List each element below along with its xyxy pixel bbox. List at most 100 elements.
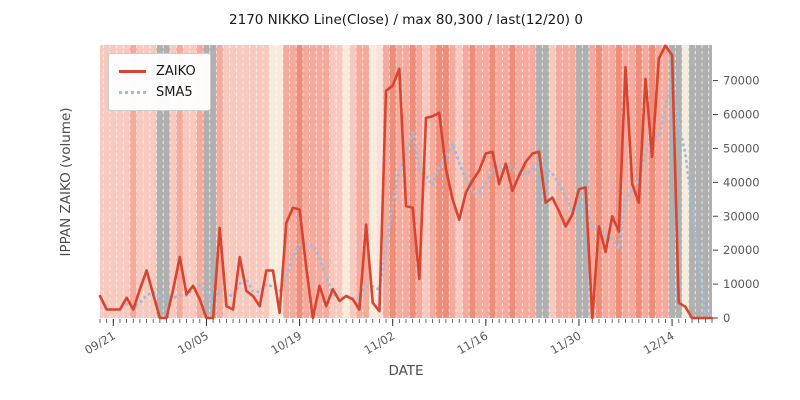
day-stripe xyxy=(176,45,184,318)
day-stripe xyxy=(688,45,696,318)
legend-entry-sma5: SMA5 xyxy=(119,82,196,103)
day-stripe xyxy=(369,45,377,318)
day-stripe xyxy=(116,45,124,318)
x-axis-label: DATE xyxy=(388,363,424,379)
sma5-line xyxy=(125,78,714,318)
day-stripe xyxy=(475,45,483,318)
day-stripe xyxy=(316,45,323,318)
day-stripe xyxy=(289,45,297,318)
day-stripe xyxy=(223,45,230,318)
legend-box: ZAIKO SMA5 xyxy=(108,53,211,111)
day-stripe xyxy=(396,45,403,318)
day-stripe xyxy=(515,45,523,318)
day-stripe xyxy=(595,45,603,318)
day-stripe xyxy=(455,45,463,318)
day-stripe xyxy=(282,45,290,318)
day-stripe xyxy=(429,45,436,318)
day-stripe xyxy=(682,45,689,318)
day-stripe xyxy=(149,45,157,318)
day-stripe xyxy=(522,45,530,318)
day-stripe xyxy=(329,45,337,318)
x-tick-label: 11/16 xyxy=(455,328,491,357)
day-stripe xyxy=(256,45,263,318)
day-stripe xyxy=(442,45,450,318)
day-stripe xyxy=(296,45,303,318)
day-stripe xyxy=(376,45,383,318)
day-stripe xyxy=(489,45,496,318)
day-stripe xyxy=(422,45,430,318)
day-stripe xyxy=(415,45,423,318)
zaiko-line-swatch xyxy=(119,70,146,73)
day-stripe xyxy=(555,45,563,318)
y-tick-label: 70000 xyxy=(723,74,760,88)
y-tick-label: 10000 xyxy=(723,277,760,291)
day-stripe xyxy=(276,45,283,318)
day-stripe xyxy=(216,45,224,318)
day-stripe xyxy=(156,45,164,318)
day-stripe xyxy=(103,45,110,318)
day-stripe xyxy=(209,45,217,318)
x-tick-label: 11/02 xyxy=(361,328,397,357)
day-stripe xyxy=(189,45,197,318)
day-stripe xyxy=(169,45,177,318)
day-stripe xyxy=(229,45,237,318)
day-stripe xyxy=(123,45,130,318)
day-stripe xyxy=(203,45,210,318)
day-stripe xyxy=(582,45,589,318)
day-stripe xyxy=(509,45,516,318)
x-tick-label: 09/21 xyxy=(82,328,118,357)
day-stripe xyxy=(322,45,330,318)
x-minor-ticks xyxy=(99,319,713,323)
x-tick-label: 12/14 xyxy=(641,328,677,357)
day-stripe xyxy=(502,45,510,318)
day-stripe xyxy=(435,45,443,318)
day-stripe xyxy=(642,45,649,318)
y-tick-label: 40000 xyxy=(723,175,760,189)
y-tick-label: 30000 xyxy=(723,209,760,223)
day-stripe xyxy=(336,45,343,318)
day-stripe xyxy=(668,45,676,318)
day-stripe xyxy=(356,45,363,318)
day-stripe xyxy=(462,45,470,318)
day-stripe xyxy=(562,45,569,318)
sma5-line-swatch xyxy=(119,91,146,94)
day-stripe xyxy=(648,45,656,318)
y-ticks: 0 10000 20000 30000 40000 50000 60000 70000 xyxy=(713,74,760,325)
day-stripe xyxy=(702,45,709,318)
day-stripe xyxy=(243,45,250,318)
y-tick-label: 60000 xyxy=(723,108,760,122)
day-stripe xyxy=(695,45,703,318)
day-stripe xyxy=(302,45,310,318)
y-tick-label: 0 xyxy=(723,311,730,325)
day-stripe xyxy=(675,45,683,318)
legend-label-zaiko: ZAIKO xyxy=(156,64,196,79)
day-stripe xyxy=(409,45,416,318)
day-stripe xyxy=(262,45,270,318)
day-stripe xyxy=(575,45,583,318)
day-stripe xyxy=(269,45,277,318)
day-stripe xyxy=(342,45,350,318)
day-stripe xyxy=(362,45,370,318)
day-stripe xyxy=(143,45,150,318)
day-stripe xyxy=(236,45,244,318)
day-stripe xyxy=(608,45,616,318)
day-stripe xyxy=(136,45,144,318)
day-stripe xyxy=(249,45,257,318)
y-tick-label: 50000 xyxy=(723,141,760,155)
day-stripe xyxy=(309,45,317,318)
day-stripe xyxy=(349,45,357,318)
day-stripe xyxy=(163,45,170,318)
legend-label-sma5: SMA5 xyxy=(156,85,193,100)
zaiko-line xyxy=(98,44,714,320)
day-stripe xyxy=(183,45,190,318)
day-stripe xyxy=(100,45,104,318)
chart-title: 2170 NIKKO Line(Close) / max 80,300 / la… xyxy=(229,12,583,28)
day-stripe xyxy=(529,45,536,318)
y-tick-label: 20000 xyxy=(723,243,760,257)
x-major-ticks: 09/21 10/05 10/19 11/02 11/16 11/30 12/14 xyxy=(82,319,677,357)
day-stripe xyxy=(196,45,204,318)
day-stripe xyxy=(588,45,596,318)
day-stripe xyxy=(568,45,576,318)
